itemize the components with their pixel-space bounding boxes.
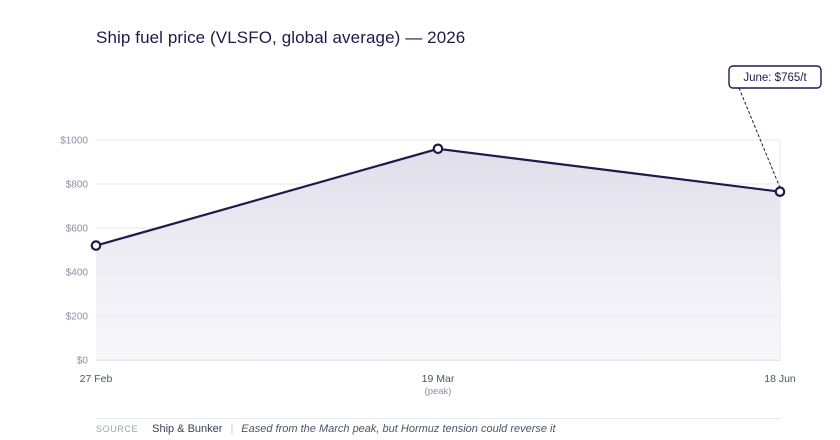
- annotation: June: $765/t: [728, 65, 822, 188]
- x-tick-label: 18 Jun: [764, 373, 796, 385]
- footer-separator: |: [230, 423, 234, 435]
- area-fill: [96, 148, 780, 360]
- annotation-leader-line: [738, 87, 781, 188]
- y-tick-label: $600: [66, 224, 89, 235]
- x-tick-label: 19 Mar: [422, 373, 455, 385]
- y-tick-label: $200: [66, 312, 89, 323]
- data-point: [774, 186, 786, 197]
- x-tick-sublabel: (peak): [425, 386, 452, 397]
- y-tick-label: $400: [66, 268, 89, 279]
- footer-note: Eased from the March peak, but Hormuz te…: [241, 423, 556, 435]
- data-point: [90, 240, 102, 251]
- chart-title: Ship fuel price (VLSFO, global average) …: [96, 28, 466, 47]
- source-name: Ship & Bunker: [152, 423, 223, 435]
- source-label: SOURCE: [96, 424, 139, 434]
- y-tick-label: $1000: [60, 136, 88, 147]
- y-tick-label: $0: [77, 356, 89, 367]
- data-point: [432, 143, 444, 155]
- annotation-box: [728, 65, 822, 89]
- y-axis: $0 $200 $400 $600 $800 $1000: [60, 136, 88, 367]
- x-tick-label: 27 Feb: [80, 373, 113, 385]
- annotation-label: June: $765/t: [743, 72, 807, 84]
- x-axis: 27 Feb 19 Mar(peak) 18 Jun: [80, 373, 796, 397]
- y-tick-label: $800: [66, 180, 89, 191]
- chart-footer: SOURCE Ship & Bunker | Eased from the March…: [96, 418, 780, 435]
